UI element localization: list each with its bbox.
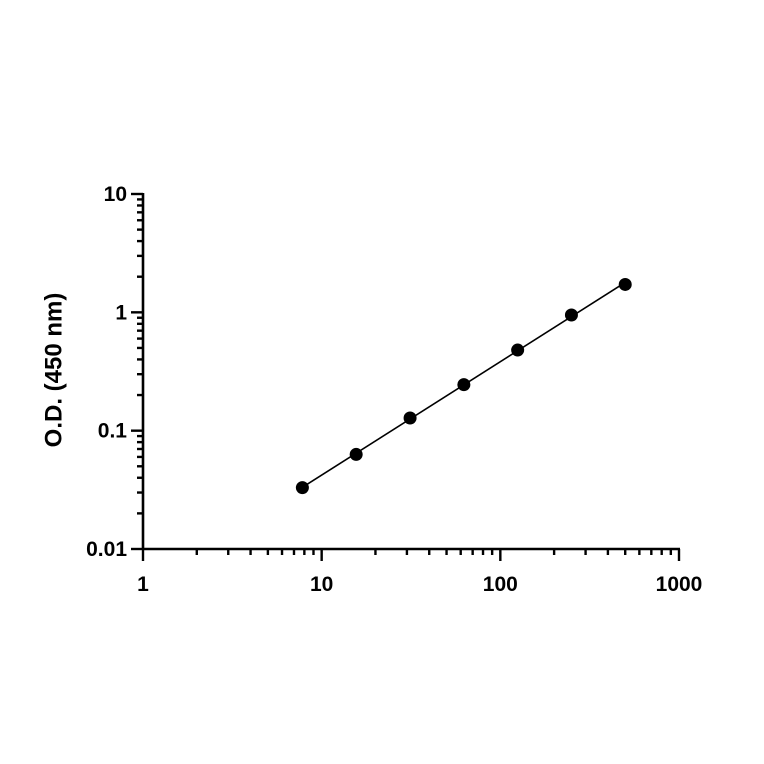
data-point — [295, 481, 309, 495]
data-point — [403, 411, 417, 425]
x-tick-label: 1 — [137, 573, 149, 596]
y-tick-label: 10 — [104, 183, 127, 206]
data-point — [457, 378, 471, 392]
x-axis: 1 10 100 1000 — [137, 547, 703, 596]
y-tick-label: 0.01 — [86, 538, 127, 561]
x-tick-label: 1000 — [656, 573, 703, 596]
x-tick-label: 100 — [483, 573, 518, 596]
y-tick-label: 1 — [115, 301, 127, 324]
data-point — [564, 308, 578, 322]
plot-area — [295, 277, 632, 495]
x-tick-label: 10 — [310, 573, 333, 596]
data-point — [511, 343, 525, 357]
data-point — [618, 277, 632, 291]
data-point — [349, 447, 363, 461]
y-axis-title: O.D. (450 nm) — [40, 293, 67, 448]
y-axis: 0.01 0.1 1 10 — [86, 183, 145, 561]
y-tick-label: 0.1 — [98, 420, 128, 443]
